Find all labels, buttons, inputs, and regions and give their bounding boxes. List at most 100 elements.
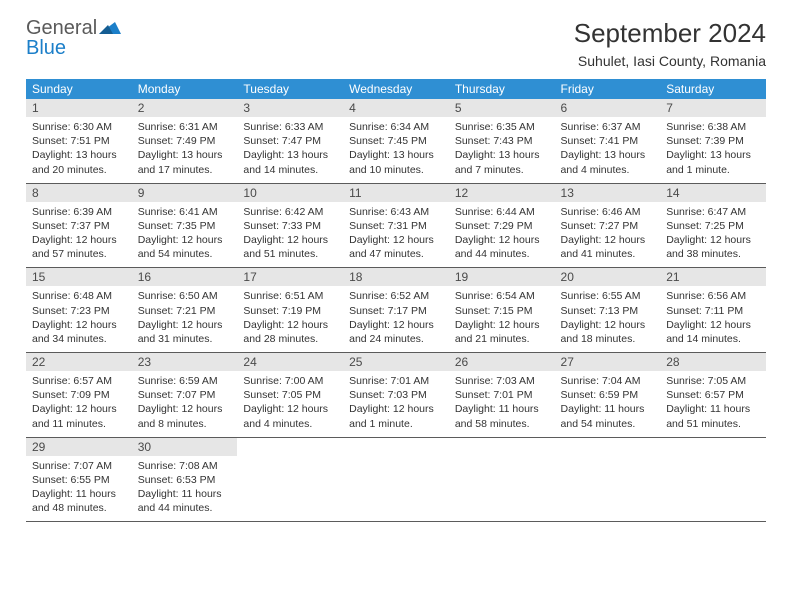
day-content: Sunrise: 6:31 AMSunset: 7:49 PMDaylight:… bbox=[132, 117, 238, 183]
day-sunset: Sunset: 7:19 PM bbox=[243, 304, 337, 318]
calendar-table: Sunday Monday Tuesday Wednesday Thursday… bbox=[26, 79, 766, 522]
day-sunrise: Sunrise: 7:07 AM bbox=[32, 459, 126, 473]
day-sunrise: Sunrise: 6:59 AM bbox=[138, 374, 232, 388]
day-sunset: Sunset: 7:37 PM bbox=[32, 219, 126, 233]
day-content: Sunrise: 6:59 AMSunset: 7:07 PMDaylight:… bbox=[132, 371, 238, 437]
day-sunrise: Sunrise: 6:44 AM bbox=[455, 205, 549, 219]
day-sunrise: Sunrise: 6:50 AM bbox=[138, 289, 232, 303]
header-row: Sunday Monday Tuesday Wednesday Thursday… bbox=[26, 79, 766, 99]
day-cell: 11Sunrise: 6:43 AMSunset: 7:31 PMDayligh… bbox=[343, 183, 449, 268]
day-daylight1: Daylight: 12 hours bbox=[138, 233, 232, 247]
day-daylight2: and 54 minutes. bbox=[138, 247, 232, 261]
day-daylight2: and 20 minutes. bbox=[32, 163, 126, 177]
day-daylight2: and 1 minute. bbox=[349, 417, 443, 431]
day-number: 9 bbox=[132, 184, 238, 202]
day-number: 29 bbox=[26, 438, 132, 456]
day-cell: 28Sunrise: 7:05 AMSunset: 6:57 PMDayligh… bbox=[660, 353, 766, 438]
day-cell: 29Sunrise: 7:07 AMSunset: 6:55 PMDayligh… bbox=[26, 437, 132, 522]
day-number: 4 bbox=[343, 99, 449, 117]
day-cell bbox=[343, 437, 449, 522]
day-daylight1: Daylight: 12 hours bbox=[349, 402, 443, 416]
day-content: Sunrise: 6:56 AMSunset: 7:11 PMDaylight:… bbox=[660, 286, 766, 352]
day-number: 26 bbox=[449, 353, 555, 371]
day-content: Sunrise: 6:51 AMSunset: 7:19 PMDaylight:… bbox=[237, 286, 343, 352]
day-daylight2: and 57 minutes. bbox=[32, 247, 126, 261]
day-sunrise: Sunrise: 6:34 AM bbox=[349, 120, 443, 134]
day-sunset: Sunset: 7:11 PM bbox=[666, 304, 760, 318]
table-row: 8Sunrise: 6:39 AMSunset: 7:37 PMDaylight… bbox=[26, 183, 766, 268]
day-number: 19 bbox=[449, 268, 555, 286]
day-daylight1: Daylight: 13 hours bbox=[138, 148, 232, 162]
day-cell: 5Sunrise: 6:35 AMSunset: 7:43 PMDaylight… bbox=[449, 99, 555, 183]
day-daylight1: Daylight: 12 hours bbox=[138, 402, 232, 416]
day-daylight2: and 28 minutes. bbox=[243, 332, 337, 346]
day-sunrise: Sunrise: 6:47 AM bbox=[666, 205, 760, 219]
day-number: 16 bbox=[132, 268, 238, 286]
title-block: September 2024 Suhulet, Iasi County, Rom… bbox=[574, 18, 766, 69]
day-cell: 7Sunrise: 6:38 AMSunset: 7:39 PMDaylight… bbox=[660, 99, 766, 183]
day-daylight1: Daylight: 11 hours bbox=[561, 402, 655, 416]
day-sunrise: Sunrise: 7:00 AM bbox=[243, 374, 337, 388]
day-sunset: Sunset: 6:59 PM bbox=[561, 388, 655, 402]
day-content: Sunrise: 7:03 AMSunset: 7:01 PMDaylight:… bbox=[449, 371, 555, 437]
day-content: Sunrise: 7:05 AMSunset: 6:57 PMDaylight:… bbox=[660, 371, 766, 437]
day-sunset: Sunset: 7:45 PM bbox=[349, 134, 443, 148]
day-daylight2: and 34 minutes. bbox=[32, 332, 126, 346]
day-sunrise: Sunrise: 6:46 AM bbox=[561, 205, 655, 219]
day-sunrise: Sunrise: 6:51 AM bbox=[243, 289, 337, 303]
day-daylight2: and 47 minutes. bbox=[349, 247, 443, 261]
day-daylight1: Daylight: 12 hours bbox=[32, 402, 126, 416]
day-number: 6 bbox=[555, 99, 661, 117]
day-daylight2: and 8 minutes. bbox=[138, 417, 232, 431]
day-cell bbox=[237, 437, 343, 522]
day-number: 28 bbox=[660, 353, 766, 371]
day-daylight2: and 51 minutes. bbox=[666, 417, 760, 431]
day-cell: 2Sunrise: 6:31 AMSunset: 7:49 PMDaylight… bbox=[132, 99, 238, 183]
day-sunset: Sunset: 7:41 PM bbox=[561, 134, 655, 148]
day-daylight1: Daylight: 12 hours bbox=[243, 233, 337, 247]
day-cell: 17Sunrise: 6:51 AMSunset: 7:19 PMDayligh… bbox=[237, 268, 343, 353]
header-monday: Monday bbox=[132, 79, 238, 99]
day-content: Sunrise: 6:42 AMSunset: 7:33 PMDaylight:… bbox=[237, 202, 343, 268]
day-daylight2: and 4 minutes. bbox=[243, 417, 337, 431]
day-content: Sunrise: 6:41 AMSunset: 7:35 PMDaylight:… bbox=[132, 202, 238, 268]
day-cell: 26Sunrise: 7:03 AMSunset: 7:01 PMDayligh… bbox=[449, 353, 555, 438]
day-daylight2: and 41 minutes. bbox=[561, 247, 655, 261]
day-sunrise: Sunrise: 6:52 AM bbox=[349, 289, 443, 303]
day-daylight1: Daylight: 13 hours bbox=[561, 148, 655, 162]
header: General Blue September 2024 Suhulet, Ias… bbox=[26, 18, 766, 69]
day-sunset: Sunset: 7:33 PM bbox=[243, 219, 337, 233]
day-cell: 8Sunrise: 6:39 AMSunset: 7:37 PMDaylight… bbox=[26, 183, 132, 268]
day-sunrise: Sunrise: 6:37 AM bbox=[561, 120, 655, 134]
day-sunrise: Sunrise: 7:05 AM bbox=[666, 374, 760, 388]
day-content: Sunrise: 6:37 AMSunset: 7:41 PMDaylight:… bbox=[555, 117, 661, 183]
header-wednesday: Wednesday bbox=[343, 79, 449, 99]
day-sunrise: Sunrise: 6:55 AM bbox=[561, 289, 655, 303]
day-number: 7 bbox=[660, 99, 766, 117]
day-daylight1: Daylight: 12 hours bbox=[349, 233, 443, 247]
day-sunset: Sunset: 7:23 PM bbox=[32, 304, 126, 318]
day-sunrise: Sunrise: 6:35 AM bbox=[455, 120, 549, 134]
day-cell: 23Sunrise: 6:59 AMSunset: 7:07 PMDayligh… bbox=[132, 353, 238, 438]
day-cell: 22Sunrise: 6:57 AMSunset: 7:09 PMDayligh… bbox=[26, 353, 132, 438]
day-content: Sunrise: 6:44 AMSunset: 7:29 PMDaylight:… bbox=[449, 202, 555, 268]
day-daylight1: Daylight: 12 hours bbox=[561, 233, 655, 247]
day-cell: 9Sunrise: 6:41 AMSunset: 7:35 PMDaylight… bbox=[132, 183, 238, 268]
day-number: 14 bbox=[660, 184, 766, 202]
day-number: 22 bbox=[26, 353, 132, 371]
day-number: 12 bbox=[449, 184, 555, 202]
day-content: Sunrise: 6:55 AMSunset: 7:13 PMDaylight:… bbox=[555, 286, 661, 352]
day-daylight2: and 14 minutes. bbox=[666, 332, 760, 346]
day-number: 15 bbox=[26, 268, 132, 286]
day-daylight1: Daylight: 12 hours bbox=[666, 318, 760, 332]
day-daylight1: Daylight: 12 hours bbox=[243, 318, 337, 332]
day-sunset: Sunset: 7:07 PM bbox=[138, 388, 232, 402]
day-daylight2: and 21 minutes. bbox=[455, 332, 549, 346]
day-content: Sunrise: 7:00 AMSunset: 7:05 PMDaylight:… bbox=[237, 371, 343, 437]
day-daylight1: Daylight: 12 hours bbox=[32, 233, 126, 247]
day-number: 10 bbox=[237, 184, 343, 202]
day-daylight2: and 54 minutes. bbox=[561, 417, 655, 431]
day-sunrise: Sunrise: 6:43 AM bbox=[349, 205, 443, 219]
table-row: 29Sunrise: 7:07 AMSunset: 6:55 PMDayligh… bbox=[26, 437, 766, 522]
day-sunset: Sunset: 7:31 PM bbox=[349, 219, 443, 233]
